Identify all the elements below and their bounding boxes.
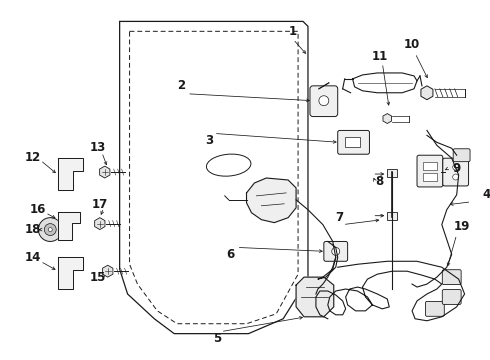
- Circle shape: [49, 228, 52, 231]
- Polygon shape: [99, 166, 110, 178]
- Circle shape: [61, 215, 67, 221]
- Polygon shape: [383, 114, 392, 123]
- Bar: [344, 138, 360, 147]
- Text: 3: 3: [205, 134, 213, 147]
- Polygon shape: [95, 218, 105, 230]
- Polygon shape: [421, 86, 433, 100]
- Text: 12: 12: [24, 151, 41, 164]
- Text: 9: 9: [453, 162, 461, 175]
- FancyBboxPatch shape: [453, 149, 470, 162]
- Circle shape: [319, 96, 329, 105]
- Circle shape: [61, 231, 67, 237]
- Polygon shape: [58, 158, 83, 190]
- Circle shape: [62, 261, 68, 267]
- Text: 6: 6: [226, 248, 235, 261]
- Text: 17: 17: [92, 198, 108, 211]
- Polygon shape: [296, 277, 334, 317]
- Circle shape: [453, 164, 459, 170]
- FancyBboxPatch shape: [324, 242, 347, 261]
- Circle shape: [62, 162, 68, 168]
- Polygon shape: [102, 265, 113, 277]
- Bar: [423, 173, 437, 181]
- Circle shape: [44, 224, 56, 235]
- FancyBboxPatch shape: [442, 289, 461, 305]
- Polygon shape: [246, 178, 296, 222]
- Bar: [387, 212, 397, 220]
- Circle shape: [62, 279, 68, 286]
- Circle shape: [453, 174, 459, 180]
- Bar: [387, 169, 397, 177]
- Circle shape: [62, 180, 68, 187]
- FancyBboxPatch shape: [338, 130, 369, 154]
- Text: 16: 16: [30, 203, 47, 216]
- Text: 18: 18: [24, 223, 41, 236]
- FancyBboxPatch shape: [417, 155, 443, 187]
- FancyBboxPatch shape: [443, 158, 468, 186]
- Polygon shape: [353, 73, 417, 93]
- Circle shape: [38, 218, 62, 242]
- Text: 11: 11: [371, 50, 388, 63]
- Polygon shape: [58, 257, 83, 289]
- Text: 7: 7: [336, 211, 344, 224]
- Text: 19: 19: [453, 220, 470, 233]
- Text: 5: 5: [213, 332, 221, 345]
- Polygon shape: [58, 212, 80, 240]
- Circle shape: [309, 291, 321, 303]
- FancyBboxPatch shape: [425, 301, 444, 316]
- FancyBboxPatch shape: [442, 270, 461, 284]
- Text: 4: 4: [482, 188, 490, 201]
- Bar: [423, 162, 437, 170]
- FancyBboxPatch shape: [310, 86, 338, 117]
- Text: 13: 13: [90, 141, 106, 154]
- Text: 14: 14: [24, 251, 41, 264]
- Text: 15: 15: [90, 271, 106, 284]
- Text: 10: 10: [404, 38, 420, 51]
- Text: 8: 8: [375, 175, 384, 189]
- Text: 2: 2: [177, 79, 185, 92]
- Text: 1: 1: [289, 25, 297, 38]
- Circle shape: [332, 247, 340, 255]
